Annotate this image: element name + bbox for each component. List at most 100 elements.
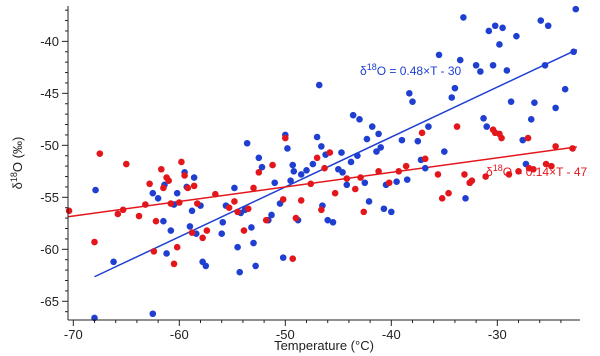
- data-point: [388, 208, 395, 216]
- data-point: [190, 182, 198, 190]
- data-point: [354, 152, 361, 160]
- data-point: [110, 258, 117, 266]
- data-point: [552, 143, 559, 150]
- data-point: [248, 224, 255, 231]
- data-point: [258, 163, 266, 171]
- data-point: [163, 250, 170, 257]
- data-point: [244, 205, 252, 213]
- data-point: [552, 104, 559, 112]
- data-point: [421, 155, 429, 163]
- data-point: [519, 136, 527, 144]
- data-point: [135, 212, 143, 220]
- data-point: [292, 214, 300, 222]
- data-point: [483, 123, 491, 130]
- series-points: [65, 5, 580, 322]
- data-point: [176, 199, 183, 206]
- data-point: [377, 144, 385, 151]
- data-point: [503, 67, 511, 74]
- data-point: [160, 217, 167, 225]
- data-point: [499, 24, 506, 32]
- y-tick-label: -55: [40, 190, 59, 205]
- data-point: [269, 161, 276, 169]
- data-point: [373, 148, 380, 155]
- data-point: [331, 189, 339, 197]
- data-point: [309, 160, 317, 168]
- data-point: [561, 85, 569, 93]
- data-point: [250, 239, 257, 247]
- data-point: [149, 310, 157, 318]
- data-point: [515, 168, 522, 175]
- data-point: [349, 111, 357, 119]
- data-point: [202, 262, 210, 270]
- data-point: [178, 158, 185, 166]
- data-point: [524, 134, 532, 142]
- data-point: [496, 41, 503, 48]
- x-tick-label: -50: [276, 327, 295, 342]
- data-point: [297, 171, 305, 178]
- data-point: [445, 189, 452, 197]
- data-point: [365, 198, 373, 205]
- data-point: [160, 184, 167, 192]
- x-tick-label: -60: [170, 327, 189, 342]
- data-point: [152, 217, 160, 225]
- data-point: [190, 174, 198, 181]
- data-point: [188, 207, 196, 215]
- data-point: [544, 22, 552, 30]
- data-point: [361, 179, 369, 187]
- data-point: [203, 227, 211, 234]
- data-point: [380, 205, 388, 213]
- data-point: [199, 234, 206, 242]
- data-point: [91, 238, 98, 246]
- data-point: [393, 178, 400, 186]
- data-point: [572, 5, 580, 13]
- y-tick-label: -65: [40, 294, 59, 309]
- data-point: [343, 181, 351, 189]
- y-tick-label: -40: [40, 34, 59, 49]
- fit-equation-label-0: δ18O = 0.48×T - 30: [360, 62, 462, 78]
- data-point: [537, 17, 545, 24]
- data-point: [231, 184, 238, 192]
- data-point: [225, 204, 233, 212]
- data-point: [167, 200, 175, 207]
- data-point: [403, 176, 411, 183]
- data-point: [287, 177, 294, 184]
- data-point: [569, 145, 576, 152]
- x-axis-title: Temperature (°C): [274, 338, 374, 353]
- data-point: [146, 180, 153, 188]
- data-point: [472, 61, 480, 69]
- data-point: [303, 166, 310, 174]
- data-point: [489, 61, 497, 69]
- data-point: [527, 116, 535, 123]
- axis-titles: Temperature (°C) δ18O (‰): [9, 137, 374, 353]
- data-point: [290, 168, 298, 175]
- data-point: [186, 223, 194, 230]
- data-point: [477, 68, 484, 75]
- data-point: [530, 165, 537, 173]
- data-point: [542, 160, 550, 168]
- data-point: [541, 61, 549, 69]
- data-point: [289, 255, 297, 262]
- data-point: [236, 268, 244, 276]
- data-point: [324, 216, 332, 224]
- data-point: [461, 171, 468, 178]
- data-point: [219, 218, 227, 226]
- data-point: [402, 162, 410, 170]
- data-point: [150, 248, 158, 255]
- data-point: [448, 94, 456, 101]
- data-point: [255, 169, 263, 176]
- data-point: [313, 133, 321, 141]
- data-point: [284, 145, 291, 152]
- data-point: [435, 51, 443, 59]
- data-point: [279, 254, 287, 261]
- data-point: [271, 179, 279, 187]
- data-point: [357, 174, 364, 181]
- data-point: [250, 184, 257, 192]
- data-point: [234, 243, 241, 251]
- data-point: [165, 177, 173, 184]
- data-point: [351, 185, 359, 193]
- x-tick-label: -70: [64, 327, 83, 342]
- data-point: [173, 243, 181, 251]
- data-point: [262, 216, 270, 224]
- data-point: [321, 164, 328, 172]
